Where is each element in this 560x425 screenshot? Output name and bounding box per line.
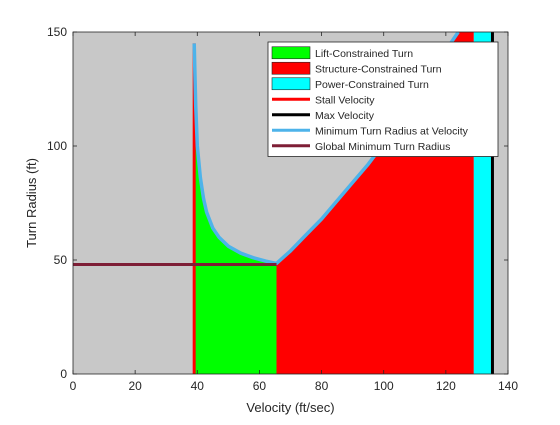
x-axis-label: Velocity (ft/sec): [246, 400, 334, 415]
x-tick-label: 0: [70, 379, 77, 393]
region-lift-constrained-turn: [194, 43, 277, 374]
legend-label-global-minimum-turn-radius: Global Minimum Turn Radius: [315, 141, 450, 153]
plot-frame: [72, 31, 509, 375]
legend-label-max-velocity: Max Velocity: [315, 110, 375, 122]
x-tick-label: 140: [498, 379, 518, 393]
x-tick-label: 20: [128, 379, 142, 393]
y-axis-label: Turn Radius (ft): [24, 158, 39, 248]
legend: Lift-Constrained Turn Structure-Constrain…: [267, 41, 499, 157]
x-tick-label: 60: [253, 379, 267, 393]
legend-label-power-constrained-turn: Power-Constrained Turn: [315, 79, 429, 91]
y-tick-label: 50: [54, 253, 68, 267]
y-tick-label: 150: [47, 25, 67, 39]
legend-label-minimum-turn-radius-at-velocity: Minimum Turn Radius at Velocity: [315, 125, 469, 137]
legend-label-structure-constrained-turn: Structure-Constrained Turn: [315, 63, 442, 75]
x-tick-label: 80: [315, 379, 329, 393]
legend-swatch-lift-constrained-turn: [271, 46, 311, 60]
legend-label-lift-constrained-turn: Lift-Constrained Turn: [315, 48, 413, 60]
x-tick-label: 100: [374, 379, 394, 393]
legend-swatch-structure-constrained-turn: [271, 61, 311, 75]
axes: 0 20 40 60 80 100 120 140 0 50 100 150: [47, 25, 518, 393]
x-tick-label: 120: [436, 379, 456, 393]
x-tick-label: 40: [191, 379, 205, 393]
legend-swatch-power-constrained-turn: [271, 77, 311, 91]
y-tick-label: 100: [47, 139, 67, 153]
y-tick-label: 0: [60, 367, 67, 381]
legend-label-stall-velocity: Stall Velocity: [315, 94, 375, 106]
